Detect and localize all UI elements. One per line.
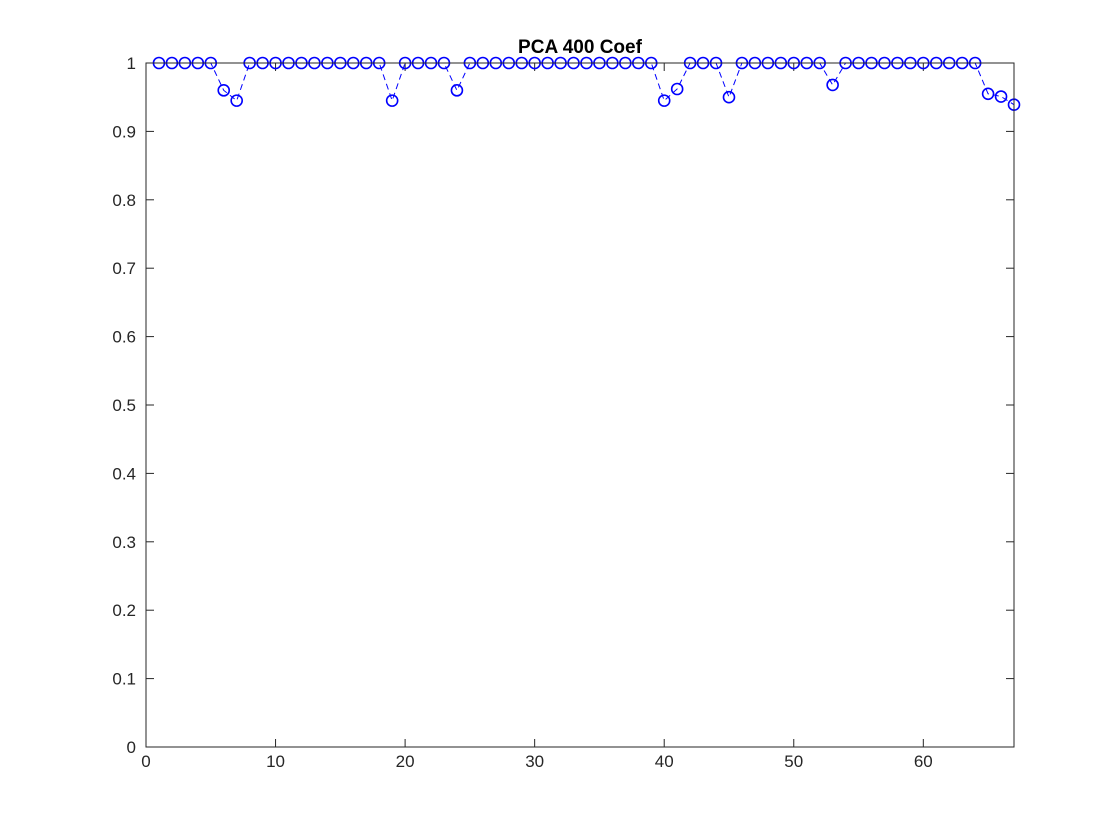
x-tick-label: 30	[525, 752, 544, 771]
data-point	[230, 94, 243, 107]
y-tick-label: 0.4	[112, 464, 136, 483]
y-tick-label: 0.9	[112, 122, 136, 141]
axes-box	[145, 62, 1015, 748]
data-point	[994, 90, 1008, 103]
y-tick-label: 0.1	[112, 670, 136, 689]
data-point	[657, 94, 671, 107]
data-point	[450, 84, 464, 97]
x-tick-label: 60	[914, 752, 933, 771]
chart-title: PCA 400 Coef	[518, 37, 643, 58]
y-tick-label: 0.6	[112, 328, 136, 347]
x-tick-labels: 0 10 20 30 40 50 60	[141, 752, 933, 771]
plot-area	[146, 63, 1014, 747]
x-tick-label: 50	[784, 752, 803, 771]
y-tick-label: 0.8	[112, 191, 136, 210]
data-point	[826, 78, 839, 92]
data-point	[722, 90, 736, 104]
y-tick-label: 0.2	[112, 601, 136, 620]
x-tick-label: 20	[396, 752, 415, 771]
y-tick-label: 0.5	[112, 396, 136, 415]
axis-ticks	[145, 62, 1014, 748]
x-tick-label: 10	[266, 752, 285, 771]
y-tick-label: 0.7	[112, 259, 136, 278]
y-tick-labels: 0 0.1 0.2 0.3 0.4 0.5 0.6 0.7 0.8 0.9 1	[112, 54, 136, 757]
data-point	[217, 84, 231, 97]
x-tick-label: 40	[655, 752, 674, 771]
x-tick-label: 0	[141, 752, 150, 771]
y-tick-label: 0	[127, 738, 136, 757]
y-tick-label: 0.3	[112, 533, 136, 552]
data-point	[981, 87, 995, 101]
y-tick-label: 1	[127, 54, 136, 73]
data-point	[385, 94, 399, 107]
data-point	[670, 82, 684, 96]
